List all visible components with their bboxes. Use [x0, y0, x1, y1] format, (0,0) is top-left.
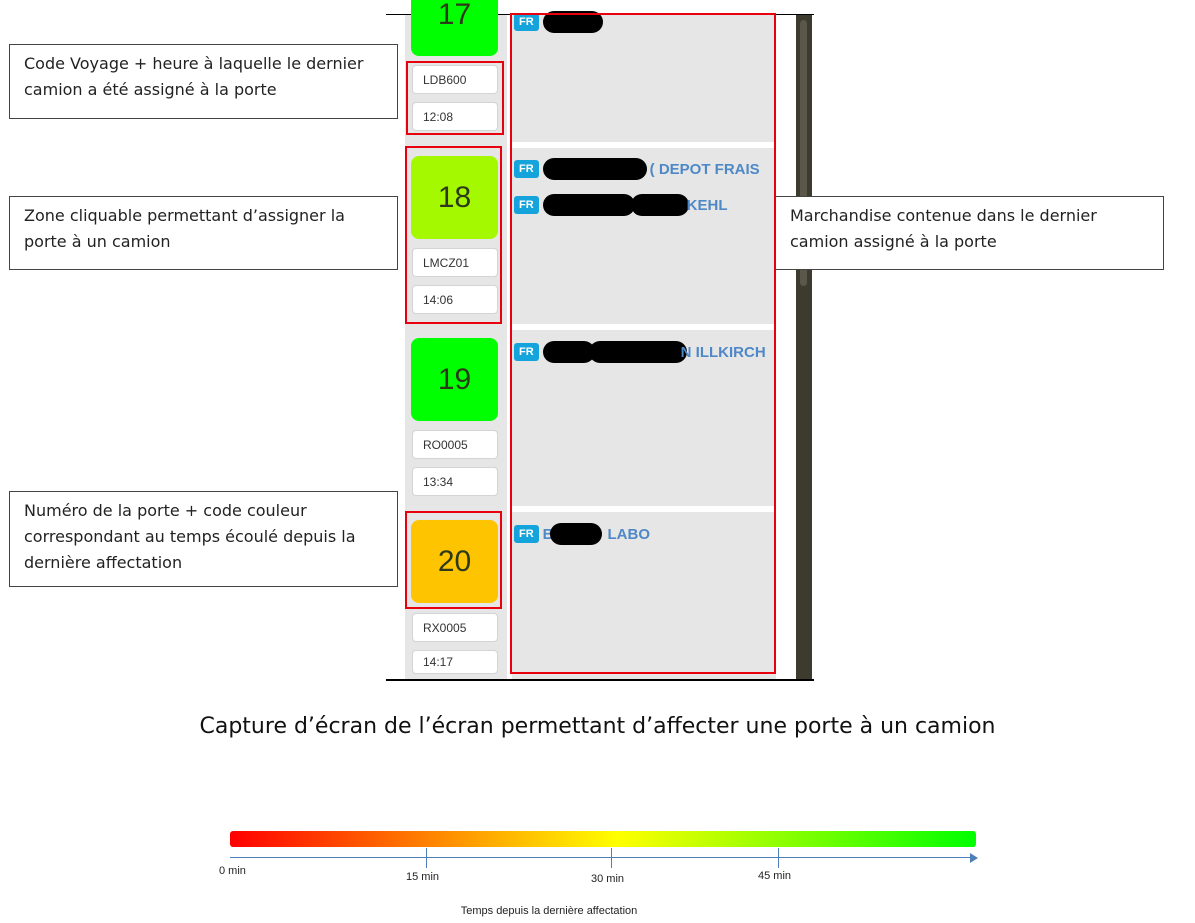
cargo-text: ( DEPOT FRAIS — [649, 160, 760, 178]
axis-tick — [426, 848, 427, 868]
redaction-mark — [542, 11, 603, 33]
highlight-door-number — [405, 511, 502, 609]
cargo-line: FR KEHL — [514, 194, 728, 216]
door-number: 17 — [437, 0, 472, 31]
assign-time-field[interactable]: 14:17 — [413, 651, 497, 673]
country-badge: FR — [514, 196, 539, 214]
tick-label: 0 min — [219, 865, 246, 877]
door-17-button[interactable]: 17 — [411, 0, 498, 56]
figure-caption: Capture d’écran de l’écran permettant d’… — [199, 714, 996, 739]
callout-door-number: Numéro de la porte + code couleur corres… — [9, 491, 398, 587]
door-20-button[interactable]: 20 — [411, 520, 498, 603]
callout-code-voyage: Code Voyage + heure à laquelle le dernie… — [9, 44, 398, 119]
cargo-line: FR N ILLKIRCH — [514, 341, 766, 363]
axis-tick — [778, 848, 779, 868]
screenshot-bottom-border — [386, 679, 814, 681]
country-badge: FR — [514, 525, 539, 543]
cargo-text: KEHL — [686, 196, 728, 214]
cargo-line: FR — [514, 11, 603, 33]
assign-time-field[interactable]: 13:34 — [413, 468, 497, 495]
legend-title: Temps depuis la dernière affectation — [460, 905, 638, 917]
callout-cargo: Marchandise contenue dans le dernier cam… — [775, 196, 1164, 270]
redaction-mark — [549, 523, 602, 545]
country-badge: FR — [514, 13, 539, 31]
door-18-button[interactable]: 18 — [411, 156, 498, 239]
redaction-mark — [630, 194, 689, 216]
cargo-text: N ILLKIRCH — [680, 343, 766, 361]
door-number: 20 — [437, 544, 472, 578]
scrollbar-thumb[interactable] — [800, 20, 807, 286]
cargo-text-prefix: B — [542, 525, 554, 543]
cargo-line: FR ( DEPOT FRAIS — [514, 158, 760, 180]
axis-tick — [611, 848, 612, 868]
redaction-mark — [542, 158, 647, 180]
assign-time-field[interactable]: 12:08 — [413, 103, 497, 130]
redaction-mark — [588, 341, 687, 363]
redaction-mark — [542, 194, 635, 216]
highlight-cargo — [510, 13, 776, 674]
country-badge: FR — [514, 160, 539, 178]
tick-label: 30 min — [591, 873, 625, 885]
redaction-mark — [542, 341, 595, 363]
highlight-clickable-zone — [405, 146, 502, 324]
voyage-code-field[interactable]: RX0005 — [413, 614, 497, 641]
door-number: 18 — [437, 180, 472, 214]
cargo-text: LABO — [607, 525, 651, 543]
country-badge: FR — [514, 343, 539, 361]
tick-label: 45 min — [758, 870, 792, 882]
assign-time-field[interactable]: 14:06 — [413, 286, 497, 313]
cargo-line: FR B LABO — [514, 523, 650, 545]
cargo-panel-17 — [512, 14, 776, 142]
door-number: 19 — [437, 362, 472, 396]
tick-label: 15 min — [406, 871, 440, 883]
time-axis — [230, 857, 972, 858]
axis-arrow-icon — [970, 853, 978, 863]
highlight-voyage-code — [406, 61, 504, 135]
voyage-code-field[interactable]: RO0005 — [413, 431, 497, 458]
voyage-code-field[interactable]: LMCZ01 — [413, 249, 497, 276]
callout-clickable-zone: Zone cliquable permettant d’assigner la … — [9, 196, 398, 270]
door-19-button[interactable]: 19 — [411, 338, 498, 421]
voyage-code-field[interactable]: LDB600 — [413, 66, 497, 93]
time-color-gradient — [230, 831, 976, 847]
